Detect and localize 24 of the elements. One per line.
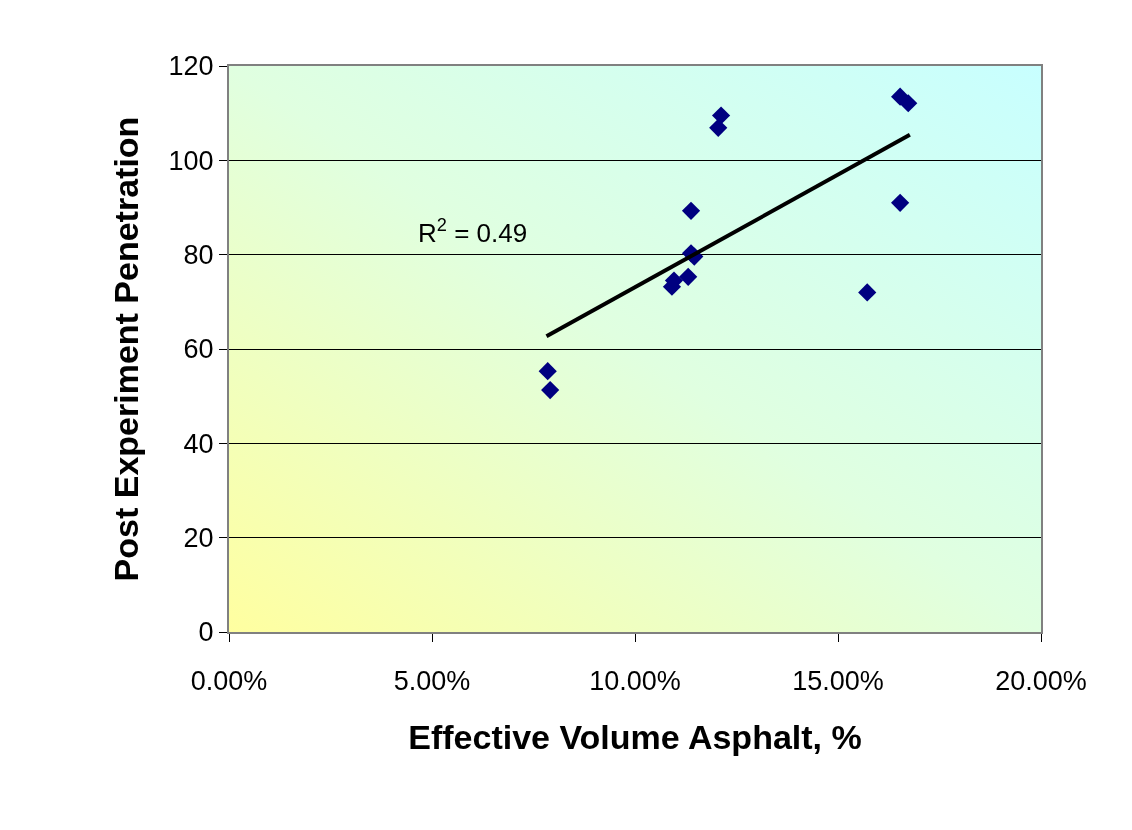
x-tick-label: 10.00%: [589, 666, 681, 697]
point: [709, 118, 728, 137]
point: [541, 380, 560, 400]
y-tick-label: 80: [183, 240, 214, 271]
x-tick-label: 20.00%: [995, 666, 1087, 697]
point: [858, 283, 877, 302]
point: [538, 362, 557, 381]
annotation: R$^{2}$ = 0.49: [418, 215, 528, 248]
y-tick-label: 20: [183, 523, 214, 554]
x-tick-label: 15.00%: [792, 666, 884, 697]
point: [899, 94, 918, 113]
y-tick-label: 60: [183, 334, 214, 365]
point: [679, 267, 698, 286]
y-tick-label: 120: [168, 51, 214, 82]
y-tick-label: 0: [198, 617, 214, 648]
point: [711, 106, 731, 125]
point: [891, 193, 910, 212]
y-axis-title: Post Experiment Penetration: [106, 116, 145, 582]
x-tick-label: 0.00%: [190, 666, 268, 697]
x-axis-title: Effective Volume Asphalt, %: [408, 718, 862, 757]
y-tick-label: 40: [183, 428, 214, 459]
x-tick-label: 5.00%: [393, 666, 471, 697]
point: [681, 201, 701, 220]
y-tick-label: 100: [168, 145, 214, 176]
